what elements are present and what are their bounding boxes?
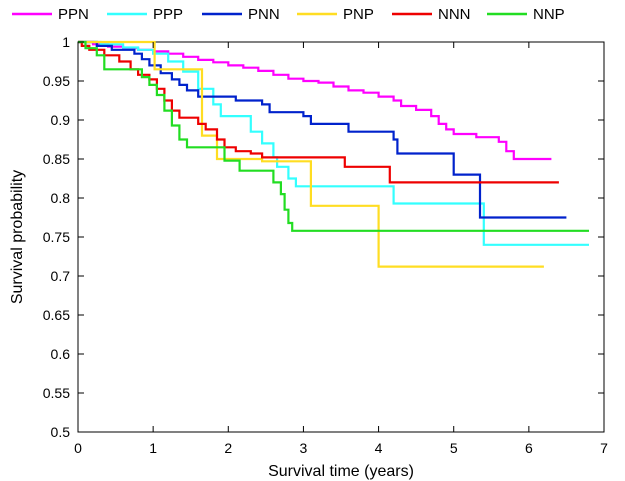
- x-axis: 0 1 2 3 4 5 6 7: [74, 42, 608, 456]
- series-line-pnn: [78, 40, 567, 219]
- y-axis: 0.5 0.55 0.6 0.65 0.7 0.75 0.8 0.85 0.9 0.95 1: [43, 34, 604, 440]
- y-axis-title: Survival probability: [9, 170, 26, 304]
- series-line-pnp: [78, 40, 544, 268]
- series-layer: [78, 40, 589, 268]
- x-axis-title: Survival time (years): [268, 463, 414, 480]
- series-line-nnp: [78, 40, 589, 232]
- y-tick-label: 1: [62, 34, 70, 50]
- plot-frame: [77, 41, 605, 433]
- legend-item-ppp: PPP: [107, 6, 183, 23]
- legend-item-nnp: NNP: [487, 6, 565, 23]
- x-tick-label: 6: [525, 440, 533, 456]
- y-tick-label: 0.85: [43, 151, 70, 167]
- x-tick-label: 1: [149, 440, 157, 456]
- x-tick-label: 0: [74, 440, 82, 456]
- series-line-ppp: [78, 40, 589, 246]
- legend-label: PPP: [153, 6, 183, 23]
- legend-item-pnp: PNP: [297, 6, 374, 23]
- legend-label: NNP: [533, 6, 565, 23]
- x-tick-label: 5: [450, 440, 458, 456]
- legend-label: PNN: [248, 6, 280, 23]
- x-tick-label: 3: [300, 440, 308, 456]
- y-tick-label: 0.8: [51, 190, 71, 206]
- legend-item-nnn: NNN: [392, 6, 471, 23]
- x-tick-label: 4: [375, 440, 383, 456]
- x-tick-label: 7: [600, 440, 608, 456]
- y-tick-label: 0.95: [43, 73, 70, 89]
- y-tick-label: 0.75: [43, 229, 70, 245]
- x-tick-label: 2: [224, 440, 232, 456]
- y-tick-label: 0.6: [51, 346, 71, 362]
- legend-label: PNP: [343, 6, 374, 23]
- y-tick-label: 0.7: [51, 268, 71, 284]
- series-line-nnn: [78, 40, 559, 184]
- legend-item-ppn: PPN: [12, 6, 89, 23]
- legend-label: NNN: [438, 6, 471, 23]
- legend: PPN PPP PNN PNP NNN NNP: [12, 6, 565, 23]
- y-tick-label: 0.9: [51, 112, 71, 128]
- y-tick-label: 0.65: [43, 307, 70, 323]
- y-tick-label: 0.5: [51, 424, 71, 440]
- legend-item-pnn: PNN: [202, 6, 280, 23]
- y-tick-label: 0.55: [43, 385, 70, 401]
- legend-label: PPN: [58, 6, 89, 23]
- series-line-ppn: [78, 40, 552, 161]
